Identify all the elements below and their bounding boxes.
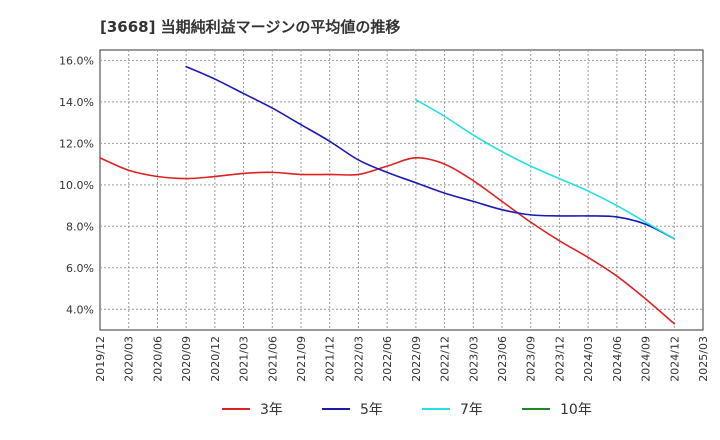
x-tick-label: 2023/03 bbox=[467, 336, 480, 382]
x-tick-label: 2020/09 bbox=[180, 336, 193, 382]
x-tick-label: 2024/09 bbox=[640, 336, 653, 382]
x-tick-label: 2021/06 bbox=[266, 336, 279, 382]
legend-label-0: 3年 bbox=[260, 402, 283, 418]
legend-label-2: 7年 bbox=[460, 402, 483, 418]
legend-label-1: 5年 bbox=[360, 402, 383, 418]
y-tick-label: 16.0% bbox=[59, 54, 94, 67]
x-tick-label: 2023/12 bbox=[553, 336, 566, 382]
x-tick-label: 2020/06 bbox=[151, 336, 164, 382]
x-tick-label: 2022/06 bbox=[381, 336, 394, 382]
plot-frame bbox=[99, 49, 704, 331]
legend-label-3: 10年 bbox=[560, 402, 592, 418]
x-tick-label: 2023/09 bbox=[525, 336, 538, 382]
x-tick-label: 2024/12 bbox=[668, 336, 681, 382]
y-tick-label: 8.0% bbox=[66, 220, 94, 233]
x-tick-label: 2020/12 bbox=[209, 336, 222, 382]
series-line-0 bbox=[99, 157, 676, 325]
y-tick-label: 14.0% bbox=[59, 96, 94, 109]
chart-title: [3668] 当期純利益マージンの平均値の推移 bbox=[100, 18, 401, 36]
y-tick-label: 4.0% bbox=[66, 303, 94, 316]
x-tick-label: 2022/12 bbox=[439, 336, 452, 382]
x-tick-label: 2021/03 bbox=[238, 336, 251, 382]
x-tick-label: 2021/12 bbox=[324, 336, 337, 382]
series-line-1 bbox=[185, 65, 676, 240]
x-tick-label: 2025/03 bbox=[697, 336, 710, 382]
x-tick-label: 2022/09 bbox=[410, 336, 423, 382]
x-tick-label: 2022/03 bbox=[352, 336, 365, 382]
x-tick-label: 2023/06 bbox=[496, 336, 509, 382]
y-tick-label: 6.0% bbox=[66, 262, 94, 275]
series-line-2 bbox=[415, 98, 676, 240]
y-tick-label: 10.0% bbox=[59, 179, 94, 192]
x-tick-label: 2019/12 bbox=[94, 336, 107, 382]
x-tick-label: 2024/06 bbox=[611, 336, 624, 382]
y-tick-label: 12.0% bbox=[59, 137, 94, 150]
x-tick-label: 2021/09 bbox=[295, 336, 308, 382]
x-tick-label: 2024/03 bbox=[582, 336, 595, 382]
x-tick-label: 2020/03 bbox=[123, 336, 136, 382]
